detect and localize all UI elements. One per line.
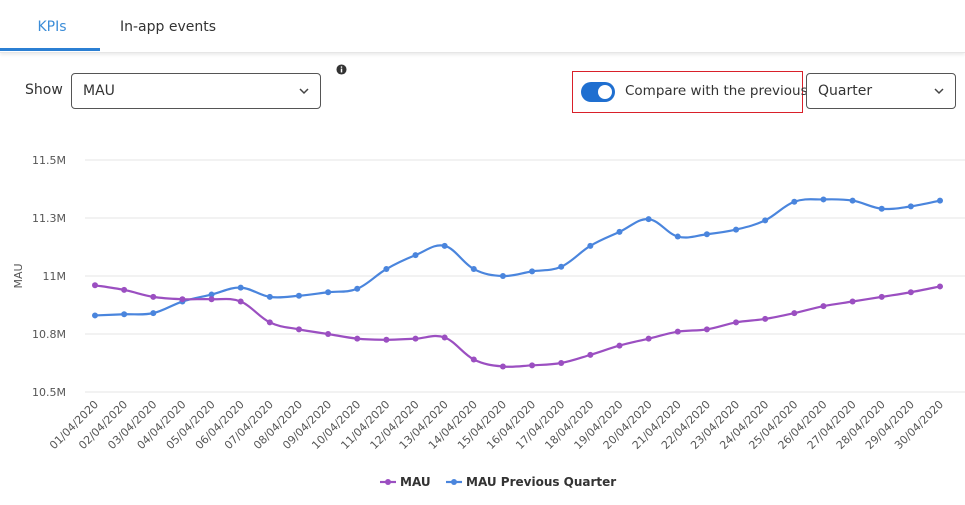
legend-marker	[385, 479, 391, 485]
chevron-down-icon	[299, 88, 309, 95]
data-point[interactable]	[354, 285, 361, 292]
data-point[interactable]	[645, 216, 652, 223]
data-point[interactable]	[150, 293, 157, 300]
data-point[interactable]	[762, 315, 769, 322]
data-point[interactable]	[820, 303, 827, 310]
data-point[interactable]	[878, 293, 885, 300]
data-point[interactable]	[674, 328, 681, 335]
y-tick-label: 11M	[43, 270, 67, 283]
data-point[interactable]	[587, 242, 594, 249]
data-point[interactable]	[499, 273, 506, 279]
period-select[interactable]: Quarter	[806, 73, 956, 109]
data-point[interactable]	[733, 319, 740, 326]
y-axis-label: MAU	[12, 263, 25, 288]
data-point[interactable]	[325, 289, 332, 296]
data-point[interactable]	[616, 228, 623, 235]
metric-select-value: MAU	[83, 83, 115, 99]
chart-grid	[85, 159, 965, 393]
series-mau	[92, 282, 943, 370]
y-axis-ticks: 10.5M 10.8M 11M 11.3M 11.5M	[32, 154, 66, 399]
data-point[interactable]	[529, 268, 536, 275]
data-point[interactable]	[616, 342, 623, 349]
compare-label: Compare with the previous	[625, 83, 808, 99]
data-point[interactable]	[703, 326, 710, 333]
data-point[interactable]	[674, 233, 681, 240]
data-point[interactable]	[266, 319, 273, 326]
data-point[interactable]	[849, 298, 856, 305]
data-point[interactable]	[383, 266, 390, 273]
info-icon[interactable]	[336, 64, 347, 75]
y-tick-label: 10.8M	[32, 328, 66, 341]
data-point[interactable]	[383, 336, 390, 343]
data-point[interactable]	[441, 334, 448, 341]
data-point[interactable]	[907, 289, 914, 296]
active-tab-underline	[0, 48, 100, 51]
data-point[interactable]	[470, 356, 477, 363]
data-point[interactable]	[208, 291, 215, 298]
data-point[interactable]	[937, 197, 943, 204]
chart-series	[92, 196, 943, 370]
data-point[interactable]	[412, 252, 419, 259]
x-axis-ticks: 01/04/202002/04/202003/04/202004/04/2020…	[47, 398, 946, 452]
series-mau-previous-quarter	[92, 196, 943, 319]
data-point[interactable]	[179, 296, 186, 303]
legend-item[interactable]: MAU	[380, 475, 431, 489]
data-point[interactable]	[791, 198, 798, 205]
data-point[interactable]	[703, 231, 710, 238]
legend-label: MAU	[400, 475, 431, 489]
data-point[interactable]	[849, 197, 856, 204]
data-point[interactable]	[937, 283, 943, 290]
data-point[interactable]	[237, 298, 244, 305]
data-point[interactable]	[237, 284, 244, 291]
data-point[interactable]	[587, 351, 594, 358]
tab-kpis[interactable]: KPIs	[37, 19, 67, 35]
data-point[interactable]	[529, 362, 536, 369]
data-point[interactable]	[121, 286, 128, 293]
legend-item[interactable]: MAU Previous Quarter	[446, 475, 616, 489]
data-point[interactable]	[354, 335, 361, 342]
data-point[interactable]	[266, 293, 273, 300]
series-line	[94, 284, 941, 368]
data-point[interactable]	[295, 292, 302, 299]
data-point[interactable]	[878, 205, 885, 212]
data-point[interactable]	[645, 335, 652, 342]
compare-highlight-box: Compare with the previous	[572, 71, 808, 113]
data-point[interactable]	[907, 203, 914, 210]
period-select-value: Quarter	[818, 83, 873, 99]
data-point[interactable]	[412, 335, 419, 342]
compare-toggle[interactable]	[581, 82, 615, 102]
data-point[interactable]	[733, 226, 740, 233]
chevron-down-icon	[934, 88, 944, 95]
data-point[interactable]	[791, 310, 798, 317]
toggle-knob	[598, 85, 612, 99]
data-point[interactable]	[295, 326, 302, 333]
show-label: Show	[25, 82, 63, 98]
data-point[interactable]	[92, 282, 98, 289]
chart-legend: MAU MAU Previous Quarter	[380, 475, 616, 489]
data-point[interactable]	[208, 296, 215, 303]
metric-select[interactable]: MAU	[71, 73, 321, 109]
data-point[interactable]	[558, 263, 565, 270]
y-tick-label: 11.5M	[32, 154, 66, 167]
legend-marker	[451, 479, 457, 485]
data-point[interactable]	[762, 217, 769, 224]
data-point[interactable]	[121, 311, 128, 318]
y-tick-label: 11.3M	[32, 212, 66, 225]
legend-label: MAU Previous Quarter	[466, 475, 616, 489]
data-point[interactable]	[92, 312, 98, 319]
data-point[interactable]	[558, 360, 565, 366]
data-point[interactable]	[470, 266, 477, 273]
data-point[interactable]	[820, 196, 827, 203]
tab-in-app-events[interactable]: In-app events	[119, 19, 217, 35]
data-point[interactable]	[441, 242, 448, 249]
tab-bar: KPIs In-app events	[0, 0, 965, 53]
y-tick-label: 10.5M	[32, 386, 66, 399]
data-point[interactable]	[325, 331, 332, 337]
data-point[interactable]	[499, 363, 506, 370]
data-point[interactable]	[150, 310, 157, 317]
